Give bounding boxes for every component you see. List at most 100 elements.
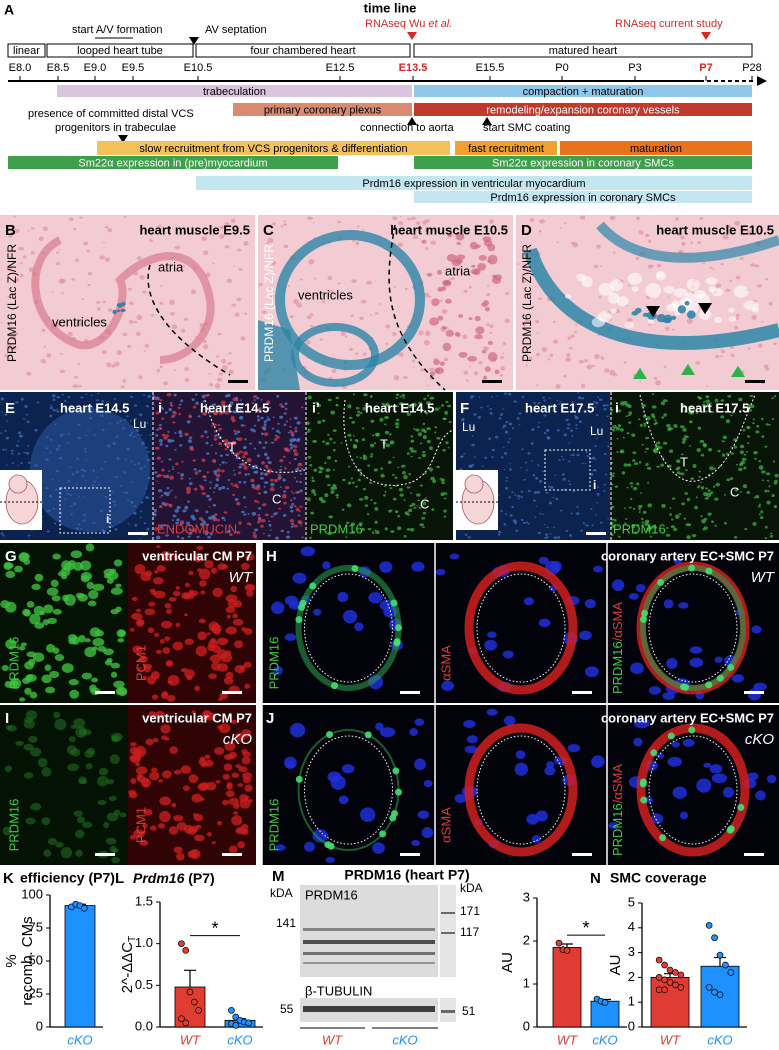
texture [166,694,176,702]
texture [773,395,777,398]
texture [361,427,365,430]
texture [771,494,775,498]
texture [719,355,723,358]
texture [280,465,283,468]
texture [60,352,63,355]
texture [238,465,243,469]
texture [442,342,452,352]
texture [596,492,600,496]
texture [253,464,258,468]
texture [430,240,437,245]
texture [151,313,155,317]
texture [434,426,438,429]
texture [513,400,517,403]
texture [444,269,448,272]
texture [267,237,274,244]
texture [305,340,311,345]
texture [180,433,183,435]
texture [454,331,460,337]
texture [164,636,171,641]
texture [104,659,113,666]
texture [410,492,413,495]
texture [233,600,243,608]
texture [746,490,751,495]
texture [292,572,307,584]
nucleus [737,803,745,811]
texture [484,639,498,651]
texture [257,418,261,422]
label: T [380,436,388,451]
texture [443,357,449,362]
texture [567,423,571,426]
texture [68,679,79,686]
texture [589,472,594,476]
texture [707,512,712,516]
texture [27,445,30,447]
texture [663,599,674,609]
texture [502,650,514,659]
texture [14,228,20,233]
texture [144,608,156,616]
data-point [716,991,724,999]
texture [671,497,676,500]
texture [165,492,170,497]
texture [577,396,582,400]
label: compaction + maturation [523,86,644,98]
texture [194,471,199,475]
texture [560,456,563,458]
texture [253,486,257,490]
texture [595,414,599,417]
texture [91,646,98,651]
y-tick-label: 5 [628,894,635,909]
texture [5,464,8,466]
texture [284,402,288,406]
texture [730,477,734,481]
texture [231,485,234,487]
texture [73,562,84,571]
texture [692,464,697,469]
texture [167,430,170,433]
texture [505,291,510,296]
texture [478,254,488,261]
texture [419,523,424,527]
texture [617,424,622,428]
texture [5,402,8,404]
texture [514,762,528,776]
texture [355,406,360,410]
texture [54,522,57,525]
texture [739,450,745,454]
texture [206,452,210,455]
texture [309,313,314,317]
label: PRDM16 [266,637,281,690]
texture [743,300,759,311]
nucleus [330,682,338,690]
texture [725,288,731,292]
texture [293,524,298,528]
texture [681,404,685,408]
texture [155,649,162,654]
texture [188,414,192,418]
texture [236,501,241,506]
texture [766,479,770,482]
texture [71,277,75,281]
texture [550,450,553,452]
scale-bar [222,691,242,694]
texture [294,426,298,430]
y-tick-label: 3 [628,944,635,959]
texture [612,472,615,475]
texture [97,775,109,787]
texture [209,487,212,490]
texture [230,482,234,485]
texture [509,514,513,517]
texture [135,608,142,613]
texture [702,528,706,531]
texture [393,285,396,288]
texture [559,400,562,403]
texture [133,829,146,839]
texture [362,406,367,411]
texture [726,478,731,482]
label: Lu [462,420,475,434]
label: heart E14.5 [200,400,269,415]
texture [502,424,507,428]
texture [289,518,295,523]
